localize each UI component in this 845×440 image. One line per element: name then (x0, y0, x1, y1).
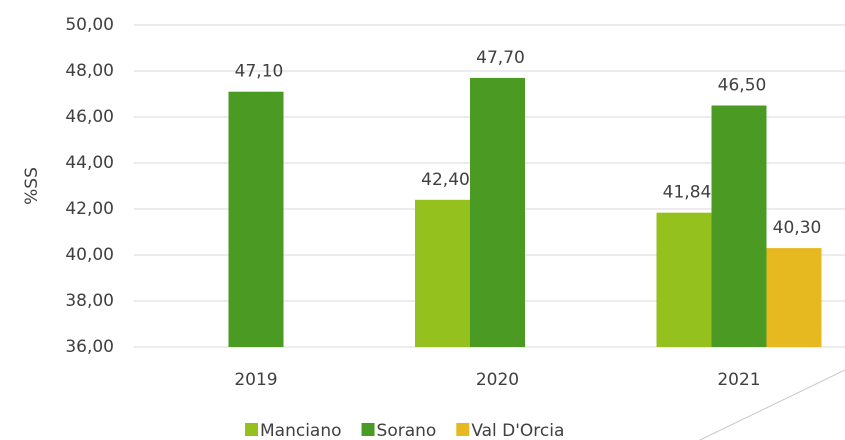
bar (228, 91, 284, 347)
value-label: 46,50 (718, 76, 767, 96)
legend-label: Sorano (377, 421, 437, 440)
y-tick-label: 36,00 (65, 337, 114, 357)
bar (470, 77, 525, 348)
y-tick-label: 40,00 (65, 245, 114, 265)
y-tick-label: 38,00 (65, 291, 114, 311)
y-tick-label: 46,00 (65, 107, 114, 127)
legend-swatch (361, 423, 375, 436)
legend-label: Val D'Orcia (471, 421, 564, 440)
value-label: 47,70 (476, 48, 525, 68)
y-tick-label: 48,00 (65, 61, 114, 81)
bar (656, 212, 712, 347)
decoration-line (699, 369, 845, 440)
value-label: 40,30 (773, 218, 822, 238)
legend-label: Manciano (260, 421, 342, 440)
legend-swatch (456, 423, 470, 436)
bar (711, 105, 767, 347)
y-tick-label: 44,00 (65, 153, 114, 173)
x-tick-label: 2021 (717, 370, 760, 390)
bar (415, 199, 470, 347)
value-label: 47,10 (235, 62, 284, 82)
x-tick-label: 2020 (476, 370, 519, 390)
legend-swatch (245, 423, 258, 436)
y-tick-label: 42,00 (65, 199, 114, 219)
y-axis-label: %SS (22, 167, 42, 205)
bar (766, 248, 822, 347)
value-label: 42,40 (421, 170, 470, 190)
x-tick-label: 2019 (234, 370, 277, 390)
y-tick-label: 50,00 (65, 15, 114, 35)
value-label: 41,84 (663, 183, 712, 203)
